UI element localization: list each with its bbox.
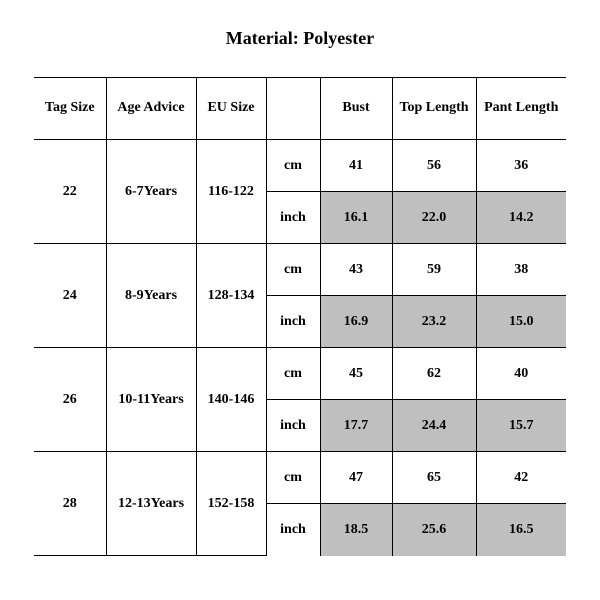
cell-unit-cm: cm	[266, 348, 320, 400]
size-table: Tag Size Age Advice EU Size Bust Top Len…	[34, 77, 566, 556]
cell-unit-inch: inch	[266, 504, 320, 556]
cell-unit-cm: cm	[266, 244, 320, 296]
cell-unit-inch: inch	[266, 400, 320, 452]
cell-age: 10-11Years	[106, 348, 196, 452]
page-title: Material: Polyester	[34, 28, 566, 49]
cell-eu: 140-146	[196, 348, 266, 452]
cell-tag: 26	[34, 348, 106, 452]
cell-top-cm: 62	[392, 348, 476, 400]
cell-bust-cm: 41	[320, 140, 392, 192]
cell-bust-inch: 16.1	[320, 192, 392, 244]
cell-bust-cm: 47	[320, 452, 392, 504]
table-row: 24 8-9Years 128-134 cm 43 59 38	[34, 244, 566, 296]
col-age-advice: Age Advice	[106, 78, 196, 140]
cell-top-cm: 56	[392, 140, 476, 192]
col-tag-size: Tag Size	[34, 78, 106, 140]
cell-top-inch: 25.6	[392, 504, 476, 556]
cell-age: 6-7Years	[106, 140, 196, 244]
table-row: 22 6-7Years 116-122 cm 41 56 36	[34, 140, 566, 192]
cell-tag: 28	[34, 452, 106, 556]
page: Material: Polyester Tag Size Age Advice …	[0, 0, 600, 600]
cell-bust-cm: 45	[320, 348, 392, 400]
cell-pant-cm: 38	[476, 244, 566, 296]
table-row: 28 12-13Years 152-158 cm 47 65 42	[34, 452, 566, 504]
cell-top-cm: 59	[392, 244, 476, 296]
cell-bust-cm: 43	[320, 244, 392, 296]
cell-age: 12-13Years	[106, 452, 196, 556]
cell-pant-inch: 14.2	[476, 192, 566, 244]
cell-bust-inch: 17.7	[320, 400, 392, 452]
cell-unit-inch: inch	[266, 296, 320, 348]
cell-pant-inch: 16.5	[476, 504, 566, 556]
cell-top-inch: 22.0	[392, 192, 476, 244]
cell-bust-inch: 16.9	[320, 296, 392, 348]
cell-pant-inch: 15.7	[476, 400, 566, 452]
cell-eu: 152-158	[196, 452, 266, 556]
cell-top-cm: 65	[392, 452, 476, 504]
cell-eu: 128-134	[196, 244, 266, 348]
col-pant-length: Pant Length	[476, 78, 566, 140]
cell-age: 8-9Years	[106, 244, 196, 348]
cell-pant-cm: 42	[476, 452, 566, 504]
col-unit	[266, 78, 320, 140]
cell-unit-inch: inch	[266, 192, 320, 244]
col-eu-size: EU Size	[196, 78, 266, 140]
col-bust: Bust	[320, 78, 392, 140]
table-header-row: Tag Size Age Advice EU Size Bust Top Len…	[34, 78, 566, 140]
cell-unit-cm: cm	[266, 140, 320, 192]
table-row: 26 10-11Years 140-146 cm 45 62 40	[34, 348, 566, 400]
cell-tag: 22	[34, 140, 106, 244]
col-top-length: Top Length	[392, 78, 476, 140]
cell-tag: 24	[34, 244, 106, 348]
cell-pant-inch: 15.0	[476, 296, 566, 348]
cell-pant-cm: 36	[476, 140, 566, 192]
cell-pant-cm: 40	[476, 348, 566, 400]
cell-eu: 116-122	[196, 140, 266, 244]
cell-bust-inch: 18.5	[320, 504, 392, 556]
cell-unit-cm: cm	[266, 452, 320, 504]
cell-top-inch: 24.4	[392, 400, 476, 452]
cell-top-inch: 23.2	[392, 296, 476, 348]
